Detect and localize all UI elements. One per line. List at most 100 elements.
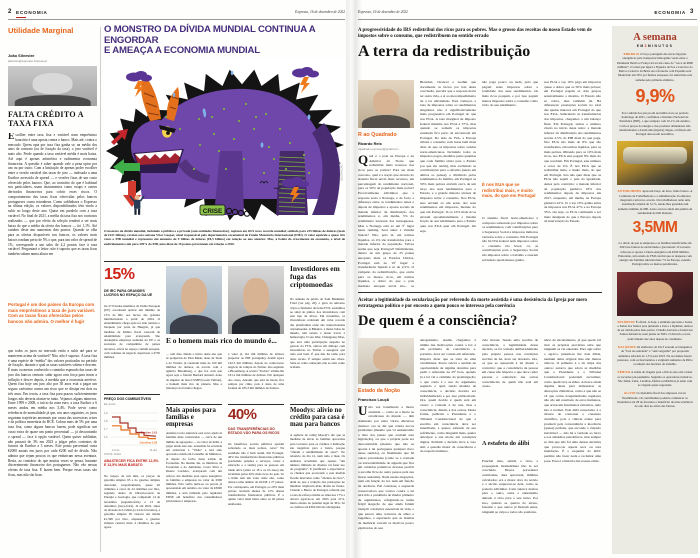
semana-text-divorcio: É oficial. A Zopt, a entidade que unia a… (617, 319, 693, 341)
monster-horn-right (166, 87, 180, 121)
semana-item-divorcio: DIVÓRCIO É oficial. A Zopt, a entidade q… (617, 320, 693, 341)
stat-40-rule (228, 404, 284, 405)
louca-col3a: cida morrer. Sendo uma escolha de consci… (482, 338, 538, 389)
xtick-right: 13 dez (149, 449, 157, 452)
reis-headline: A terra da redistribuição (358, 43, 531, 60)
louca-subhead: A estafeta do álibi (482, 440, 530, 447)
lightning-bolt (134, 81, 144, 97)
semana-title: A semana (633, 32, 677, 43)
opinion-body-2: que todos os juros no mercado estão a su… (8, 349, 97, 477)
storm-cloud-bottom-right (282, 177, 309, 203)
opinion-column-title: Utilidade Marginal (8, 26, 74, 35)
red-arrow-up (111, 129, 128, 145)
semana-tag-autoeuropa: AUTOEUROPA (617, 189, 642, 194)
reis-pullquote: É nos EUA que se redistribui mais, e mui… (482, 182, 536, 199)
sidebar-a-semana: A semana EM2MINUTOS ENERGIA O troço port… (612, 26, 698, 554)
sidebar-photo-autoeuropa-factory (617, 141, 693, 186)
richest-headline: E o homem mais rico do mundo é... (166, 336, 277, 345)
portrait-head-shape (243, 278, 269, 314)
section-rule-left (104, 261, 345, 262)
semana-item-energia: ENERGIA O troço português das novas liga… (617, 52, 693, 82)
crypto-body: Na semana da prisão de Sam Bankman-Fried… (290, 297, 345, 369)
crise-tag (199, 204, 226, 216)
crise-label: CRISE (203, 208, 223, 215)
monster-teeth (135, 150, 182, 159)
fuel-chart-rule (104, 394, 160, 395)
fuel-chart-source: FONTE: DGEG (104, 453, 122, 456)
louca-col4: nário de encenamento, já que quem vai ti… (544, 338, 601, 463)
article-divider-right (358, 292, 602, 293)
louca-kicker: Aceitar a legitimidade da secularização … (358, 298, 587, 310)
header-rule-right (358, 19, 697, 20)
semana-item-ferias: FÉRIAS A venda de viagens para o fim do … (617, 370, 693, 387)
opinion-headline: FALTA CRÉDITO A TAXA FIXA (8, 110, 84, 128)
louca-col2: antagonismo. Assim, chegamos à última da… (420, 338, 476, 454)
portrait-shoulders-shape (169, 314, 219, 334)
moodys-body: A agência de rating Moody’s diz que as m… (290, 433, 345, 510)
richest-col1: … tem dias. Desde o início deste ano que… (166, 352, 222, 390)
illustration-credit: ILUSTRAÇÃO (339, 164, 344, 181)
page-fold (346, 0, 362, 558)
semana-sub-em: EM (636, 44, 645, 48)
chart-gridlines (111, 412, 158, 446)
monster-brow (159, 125, 176, 133)
stat-15-value: 15% (104, 266, 135, 283)
section-label-right: ECONOMIA (654, 10, 686, 15)
stat-40-value: 40% (228, 406, 257, 423)
page-number-left: 2 (8, 9, 12, 15)
semana-item-alivio: ALÍVIO O calendário fiscal das empresas … (617, 391, 693, 408)
stat-15-title: DE IRC PARA GRANDES LUCROS NO ESPAÇO DA … (104, 289, 153, 298)
reis-dropcap: Q (358, 154, 369, 167)
dateline-left: Expresso, 16 de dezembro de 2022 (295, 10, 345, 14)
ytick-2: 1,8 (104, 419, 108, 423)
apoios-body: António Costa anunciou esta nova ajuda à… (166, 431, 222, 503)
louca-dropcap: U (358, 405, 368, 418)
apoios-headline: Mais apoios para famílias e empresas (166, 407, 216, 429)
opinion-dropcap: E (8, 133, 15, 142)
louca-col1-text: ma vez banalizada a morte assistida — co… (358, 405, 414, 530)
photo-elon-musk (166, 266, 222, 334)
semana-stat-inflacao: 9,9% (635, 85, 675, 106)
richest-col2: a valer já 161 mil milhões de dólares (s… (228, 352, 284, 390)
tiny-businessman (129, 195, 145, 215)
photo-joao-silvestre (8, 66, 97, 106)
monster-headline-line2: E AMEAÇA A ECONOMIA MUNDIAL (104, 45, 260, 57)
chain-links (225, 207, 257, 218)
semana-tag-alivio: ALÍVIO (623, 391, 636, 396)
opinion-body-1-text: scolher entre taxa fixa e variável num e… (8, 133, 97, 257)
sidebar-photo-portrait (617, 271, 693, 316)
apoios-rule (166, 404, 222, 405)
abastecer-lead: ABASTECER FICA ENTRE 12,5% E 13,5% MAIS … (104, 459, 159, 468)
ytick-1: 1,9 (104, 411, 108, 415)
reis-col2: Blanchet, Chancel e Gethin que documenta… (420, 80, 476, 233)
section-label-left: ECONOMIA (16, 10, 48, 15)
photo-bernard-arnault (228, 266, 284, 334)
chart-y-labels: 1,9 1,8 1,7 1,6 (104, 411, 108, 439)
semana-tag-salarios: SALÁRIOS (618, 344, 636, 349)
leg-stripes (278, 156, 306, 213)
storm-cloud-top-right (292, 67, 319, 93)
abastecer-body: No espaço de um mês, os preços da gasoli… (104, 474, 160, 529)
stat-40-body: Os benefícios sociais públicos apoiam so… (228, 442, 284, 506)
page-number-right: 3 (690, 9, 694, 15)
opinion-author-email: jsilvestre@expresso.impresa.pt (8, 59, 47, 63)
reis-column-title: R ao Quadrado (358, 132, 397, 138)
xtick-left: 14 nov (112, 449, 120, 452)
ytick-4: 1,6 (104, 435, 108, 439)
reis-email: rquadrado.expresso@gmail.com (358, 147, 399, 151)
section-red-tick-left (16, 16, 26, 18)
opinion-rail-divider (100, 27, 101, 552)
semana-tag-energia: ENERGIA (623, 52, 640, 56)
reis-col1-text: ual é o país na Europa e na América do N… (358, 154, 414, 288)
storm-cloud-top-left (126, 71, 152, 97)
crypto-headline: Investidores em fuga das criptomoedas (290, 264, 340, 289)
semana-text-autoeuropa: Após um braço de ferro, fumo branco. A C… (617, 189, 693, 215)
diesel-line (112, 416, 157, 437)
photo-francisco-louca (358, 338, 414, 384)
car-windshield-shape (623, 146, 687, 165)
semana-text-energia: O troço português das novas ligações ene… (617, 52, 693, 82)
